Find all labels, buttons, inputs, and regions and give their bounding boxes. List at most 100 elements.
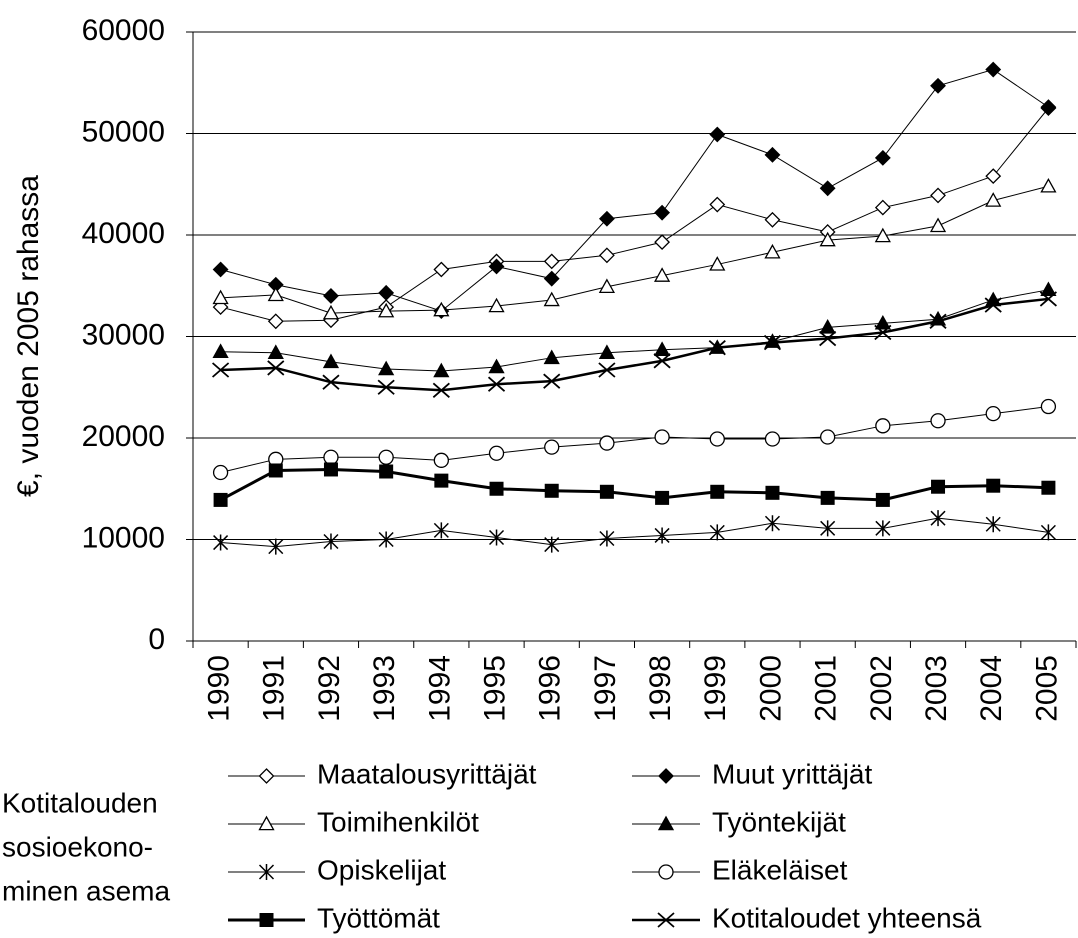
marker [875, 520, 891, 537]
marker [543, 373, 561, 389]
x-tick-label: 1995 [478, 655, 511, 722]
marker [432, 382, 450, 398]
marker [874, 199, 891, 216]
legend-label: Opiskelijat [317, 854, 446, 885]
marker [985, 516, 1001, 533]
marker [488, 297, 505, 313]
marker [258, 864, 275, 880]
marker [378, 284, 395, 301]
marker [599, 530, 615, 547]
marker [433, 261, 450, 278]
x-tick-label: 1991 [258, 655, 291, 722]
marker [378, 302, 395, 318]
marker [654, 234, 671, 251]
series-line [220, 69, 1049, 312]
legend-label: Työntekijät [712, 806, 846, 837]
marker [1040, 398, 1057, 415]
marker [598, 344, 616, 359]
x-tick-label: 2003 [920, 655, 953, 722]
marker [653, 267, 671, 282]
x-tick-label: 1999 [699, 655, 732, 722]
legend-label: Muut yrittäjät [712, 758, 872, 789]
marker [378, 360, 395, 376]
marker [709, 126, 726, 143]
marker [657, 815, 675, 831]
marker [543, 349, 560, 365]
marker [487, 376, 506, 392]
marker [986, 478, 1001, 493]
y-tick-label: 60000 [82, 14, 165, 47]
marker [709, 256, 726, 271]
marker [1040, 281, 1057, 297]
y-tick-label: 40000 [82, 217, 165, 250]
legend-title: sosioekono- [2, 831, 153, 862]
marker [930, 413, 946, 429]
marker [489, 529, 505, 546]
marker [212, 343, 229, 358]
marker [931, 479, 946, 494]
marker [213, 534, 229, 551]
marker [544, 483, 559, 498]
x-tick-label: 2000 [754, 655, 787, 722]
marker [323, 462, 338, 477]
marker [598, 210, 615, 227]
series-line [220, 297, 1049, 392]
marker [658, 768, 674, 784]
series-line [220, 289, 1049, 372]
marker [985, 192, 1002, 207]
marker [258, 768, 275, 784]
marker [543, 270, 560, 287]
marker [653, 341, 671, 356]
marker [598, 362, 616, 378]
marker [654, 204, 671, 221]
marker [819, 330, 837, 347]
marker [433, 362, 450, 378]
legend-label: Kotitaloudet yhteensä [712, 902, 982, 933]
marker [764, 515, 780, 532]
marker [658, 864, 674, 880]
x-tick-label: 1998 [644, 655, 677, 722]
legend-title: minen asema [2, 875, 171, 906]
y-tick-label: 20000 [82, 420, 165, 453]
series-line [220, 517, 1049, 548]
marker [930, 77, 946, 94]
marker [543, 253, 560, 270]
x-tick-label: 1990 [203, 655, 236, 722]
marker [874, 314, 891, 330]
x-tick-label: 1992 [313, 655, 346, 722]
series-line [219, 467, 1049, 502]
x-tick-label: 1997 [589, 655, 622, 722]
marker [708, 339, 726, 356]
marker [258, 815, 275, 831]
marker [657, 912, 675, 928]
marker [378, 449, 394, 465]
marker [764, 431, 781, 447]
marker [489, 481, 504, 496]
marker [433, 452, 449, 468]
marker [653, 353, 671, 369]
legend-label: Maatalousyrittäjät [317, 758, 537, 789]
marker [598, 278, 616, 294]
marker [819, 319, 836, 334]
marker [764, 146, 781, 163]
marker [985, 168, 1002, 185]
marker [543, 291, 560, 307]
marker [709, 431, 725, 447]
marker [654, 527, 670, 544]
series-line [220, 107, 1049, 322]
y-tick-label: 30000 [82, 318, 165, 351]
marker [322, 304, 340, 320]
y-tick-label: 10000 [82, 521, 165, 554]
marker [212, 362, 230, 378]
marker [930, 187, 946, 204]
marker [488, 358, 505, 374]
marker [819, 231, 836, 247]
marker [322, 353, 340, 369]
marker [377, 379, 395, 395]
marker [984, 297, 1002, 313]
marker [1040, 99, 1057, 116]
marker [765, 485, 780, 500]
legend-label: Työttömät [317, 902, 440, 933]
marker [874, 227, 891, 243]
